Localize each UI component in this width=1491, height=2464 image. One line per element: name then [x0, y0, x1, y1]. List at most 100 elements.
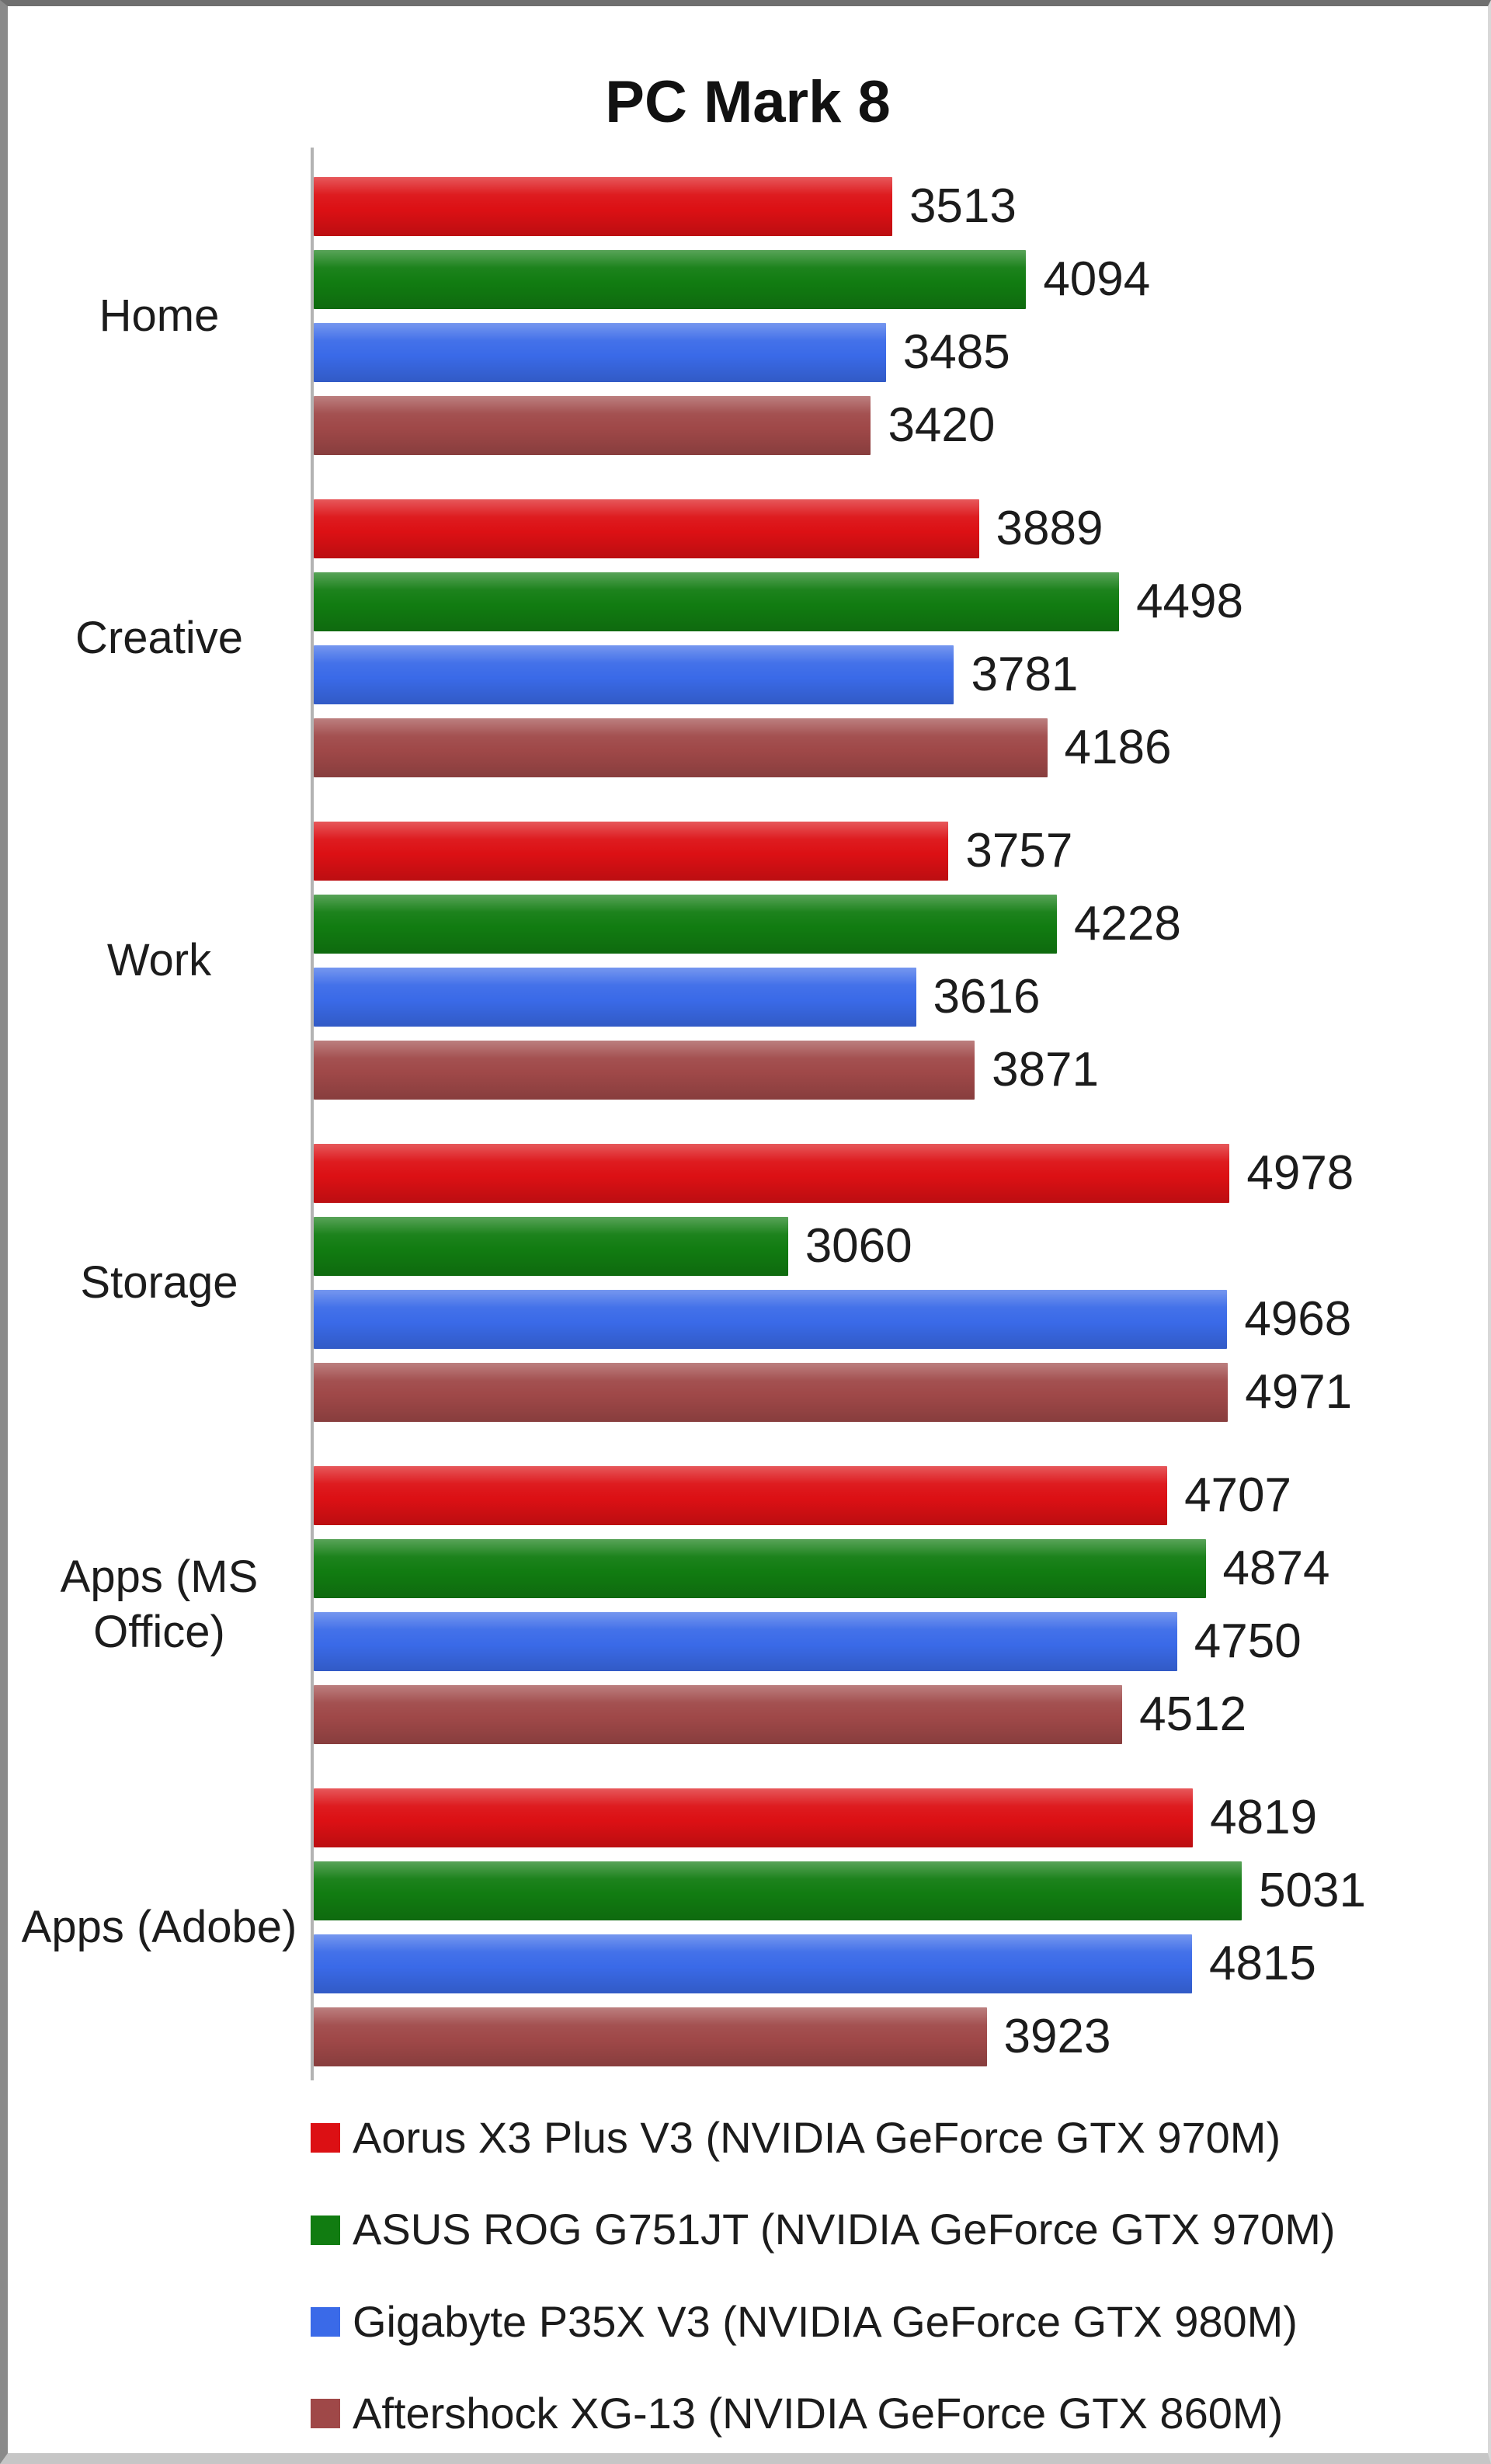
category-group: Work 3757 4228 3616 3871	[8, 822, 1488, 1100]
bar-value-label: 4968	[1244, 1292, 1352, 1346]
bar-value-label: 3060	[805, 1219, 912, 1273]
bar-row: 3923	[314, 2007, 1488, 2066]
bar-row: 4971	[314, 1363, 1488, 1422]
bar-value-label: 3871	[992, 1043, 1100, 1096]
bar-value-label: 4512	[1139, 1687, 1247, 1741]
legend-item: Gigabyte P35X V3 (NVIDIA GeForce GTX 980…	[311, 2297, 1488, 2347]
bar	[314, 895, 1057, 954]
bar-row: 4498	[314, 572, 1488, 631]
category-label: Home	[99, 290, 220, 341]
chart-title: PC Mark 8	[605, 69, 891, 135]
bar	[314, 718, 1048, 777]
bar-row: 5031	[314, 1861, 1488, 1920]
y-axis-line	[311, 148, 314, 2080]
bar-value-label: 4094	[1043, 252, 1151, 306]
bar	[314, 250, 1027, 309]
category-label: Apps (MS Office)	[60, 1552, 259, 1657]
legend-label: Aftershock XG-13 (NVIDIA GeForce GTX 860…	[353, 2389, 1284, 2438]
bar-row: 3616	[314, 968, 1488, 1027]
bar-value-label: 3781	[971, 648, 1079, 701]
legend-label: Gigabyte P35X V3 (NVIDIA GeForce GTX 980…	[353, 2296, 1298, 2346]
bar-row: 4512	[314, 1685, 1488, 1744]
bar	[314, 1685, 1123, 1744]
bar	[314, 323, 886, 382]
legend-item: Aorus X3 Plus V3 (NVIDIA GeForce GTX 970…	[311, 2113, 1488, 2163]
legend-swatch	[311, 2306, 340, 2337]
legend-item: ASUS ROG G751JT (NVIDIA GeForce GTX 970M…	[311, 2205, 1488, 2254]
bar-group: 3513 4094 3485 3420	[311, 177, 1488, 455]
bar-value-label: 3889	[996, 502, 1103, 555]
bar	[314, 572, 1120, 631]
bar-value-label: 3513	[909, 179, 1017, 233]
bar-group: 3757 4228 3616 3871	[311, 822, 1488, 1100]
bar-row: 3871	[314, 1041, 1488, 1100]
legend-swatch	[311, 2215, 340, 2245]
bar-row: 3889	[314, 499, 1488, 558]
bar-row: 4228	[314, 895, 1488, 954]
legend-swatch	[311, 2399, 340, 2429]
bar	[314, 1217, 788, 1276]
legend: Aorus X3 Plus V3 (NVIDIA GeForce GTX 970…	[311, 2113, 1488, 2439]
legend-label: Aorus X3 Plus V3 (NVIDIA GeForce GTX 970…	[353, 2113, 1281, 2162]
bar-row: 4094	[314, 250, 1488, 309]
category-group: Storage 4978 3060 4968 4971	[8, 1144, 1488, 1422]
bar	[314, 1934, 1192, 1993]
bar-value-label: 4228	[1073, 897, 1181, 950]
bar-value-label: 4186	[1064, 721, 1172, 774]
bar-row: 3060	[314, 1217, 1488, 1276]
bar-row: 4968	[314, 1290, 1488, 1349]
bar-value-label: 4978	[1246, 1146, 1354, 1200]
bar	[314, 645, 954, 704]
bar	[314, 1539, 1206, 1598]
bar-row: 3781	[314, 645, 1488, 704]
bar	[314, 1466, 1168, 1525]
bar-row: 3485	[314, 323, 1488, 382]
category-group: Apps (Adobe) 4819 5031 4815 3923	[8, 1788, 1488, 2066]
bar-value-label: 3485	[902, 325, 1010, 379]
bar	[314, 1612, 1177, 1671]
bar-row: 3420	[314, 396, 1488, 455]
category-group: Creative 3889 4498 3781 4186	[8, 499, 1488, 777]
category-label: Work	[106, 934, 212, 985]
bar-value-label: 5031	[1259, 1864, 1367, 1917]
plot-area: Home 3513 4094 3485 3420 Creative 3889 4498 3781…	[8, 177, 1488, 2066]
bar-row: 4815	[314, 1934, 1488, 1993]
bar	[314, 1363, 1229, 1422]
bar	[314, 1861, 1242, 1920]
bar-value-label: 3923	[1003, 2010, 1111, 2063]
bar	[314, 1041, 975, 1100]
bar	[314, 1290, 1228, 1349]
bar-row: 4186	[314, 718, 1488, 777]
category-group: Apps (MS Office) 4707 4874 4750 4512	[8, 1466, 1488, 1744]
bar	[314, 396, 871, 455]
bar-chart: Home 3513 4094 3485 3420 Creative 3889 4498 3781…	[8, 148, 1488, 2080]
legend-label: ASUS ROG G751JT (NVIDIA GeForce GTX 970M…	[353, 2205, 1336, 2254]
bar-group: 4819 5031 4815 3923	[311, 1788, 1488, 2066]
bar-value-label: 3616	[933, 970, 1041, 1023]
bar-group: 4707 4874 4750 4512	[311, 1466, 1488, 1744]
bar-value-label: 3757	[965, 824, 1073, 878]
bar-row: 4750	[314, 1612, 1488, 1671]
bar	[314, 1144, 1230, 1203]
category-label: Apps (Adobe)	[21, 1901, 297, 1952]
bar-value-label: 4498	[1136, 575, 1244, 628]
bar	[314, 822, 949, 881]
bar-group: 4978 3060 4968 4971	[311, 1144, 1488, 1422]
bar-row: 3513	[314, 177, 1488, 236]
bar-value-label: 4750	[1194, 1614, 1302, 1668]
bar-row: 4978	[314, 1144, 1488, 1203]
legend-swatch	[311, 2123, 340, 2153]
bar	[314, 2007, 987, 2066]
bar-row: 4874	[314, 1539, 1488, 1598]
bar-row: 4819	[314, 1788, 1488, 1847]
bar-value-label: 3420	[888, 398, 996, 452]
bar-value-label: 4815	[1208, 1937, 1316, 1990]
bar-value-label: 4874	[1222, 1541, 1330, 1595]
legend-item: Aftershock XG-13 (NVIDIA GeForce GTX 860…	[311, 2389, 1488, 2438]
bar-row: 4707	[314, 1466, 1488, 1525]
bar	[314, 499, 979, 558]
category-label: Creative	[75, 612, 243, 663]
bar-value-label: 4707	[1184, 1468, 1291, 1522]
bar-group: 3889 4498 3781 4186	[311, 499, 1488, 777]
